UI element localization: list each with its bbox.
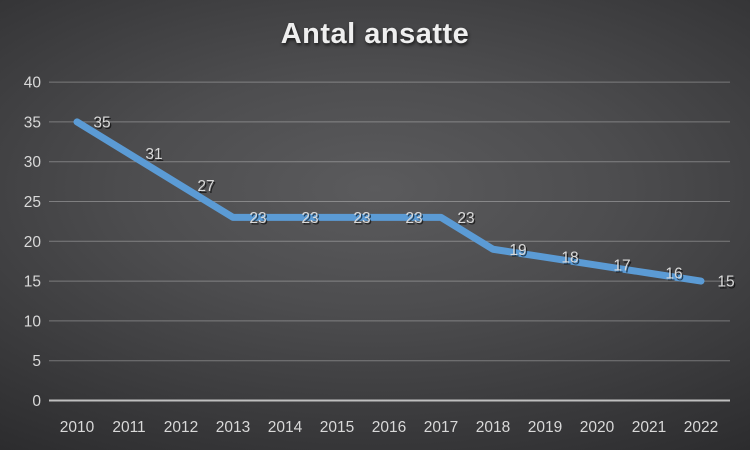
data-label: 31 [145,146,162,163]
x-axis-tick-label: 2021 [632,419,666,436]
x-axis-tick-label: 2016 [372,419,406,436]
data-label: 23 [457,210,474,227]
x-axis-tick-label: 2019 [528,419,562,436]
x-axis-tick-label: 2017 [424,419,458,436]
x-axis-tick-label: 2018 [476,419,510,436]
data-label-shadow: 23 [459,212,476,229]
data-label: 19 [509,242,526,259]
x-axis-tick-label: 2014 [268,419,303,436]
y-axis-tick-label: 25 [24,194,41,211]
data-label-shadow: 23 [251,212,268,229]
data-label-shadow: 23 [355,212,372,229]
data-label-shadow: 19 [511,244,528,261]
y-axis-tick-label: 30 [24,154,42,171]
y-axis-tick-label: 15 [24,274,41,291]
data-label-shadow: 17 [615,259,632,276]
y-axis-tick-label: 40 [24,75,42,92]
data-label: 15 [717,274,734,291]
x-axis-tick-label: 2010 [60,419,95,436]
x-axis-tick-label: 2020 [580,419,615,436]
data-label: 17 [613,258,630,275]
data-label-shadow: 16 [667,267,684,284]
data-label: 23 [249,210,266,227]
x-axis-tick-label: 2013 [216,419,250,436]
y-axis-tick-label: 5 [32,353,41,370]
data-label-shadow: 27 [199,180,216,197]
series-line [73,118,705,285]
x-axis-tick-label: 2012 [164,419,198,436]
y-axis-tick-label: 20 [24,234,42,251]
chart-title: Antal ansatte [280,18,470,50]
y-axis-tick-label: 0 [32,393,41,410]
data-label: 23 [353,210,370,227]
data-label-shadow: 35 [95,116,112,133]
data-label: 23 [301,210,318,227]
data-label: 23 [405,210,422,227]
data-label: 35 [93,114,110,131]
data-label-shadow: 23 [303,212,320,229]
data-label: 18 [561,250,578,267]
data-label-shadow: 18 [563,252,580,269]
data-label-shadow: 23 [407,212,424,229]
data-label: 16 [665,266,682,283]
x-axis-tick-label: 2022 [684,419,718,436]
x-axis-tick-label: 2015 [320,419,354,436]
x-axis-tick-label: 2011 [112,419,145,436]
y-axis-tick-label: 10 [24,313,42,330]
data-label-shadow: 31 [147,148,164,165]
y-axis-tick-label: 35 [24,114,41,131]
data-label: 27 [197,178,214,195]
data-label-shadow: 15 [719,275,736,292]
